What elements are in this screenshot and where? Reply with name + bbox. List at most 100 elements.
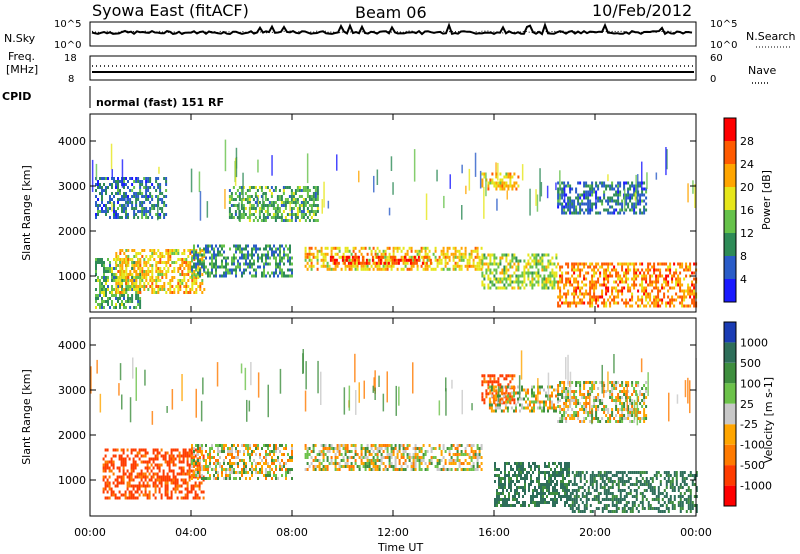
heat-cell	[281, 244, 283, 248]
heat-cell	[151, 249, 154, 252]
heat-cell	[338, 249, 341, 253]
heat-cell	[265, 253, 267, 257]
heat-cell	[249, 453, 251, 456]
heat-cell	[273, 459, 275, 462]
heat-cell	[101, 195, 103, 198]
heat-cell	[298, 186, 301, 189]
heat-cell	[99, 204, 101, 207]
heat-cell	[351, 255, 354, 259]
heat-cell	[261, 465, 263, 468]
heat-cell	[427, 255, 430, 259]
heat-cell	[219, 265, 221, 269]
heat-cell	[217, 462, 219, 465]
heat-cell	[408, 255, 411, 259]
heat-cell	[170, 460, 173, 464]
heat-cell	[366, 465, 369, 468]
heat-cell	[483, 374, 486, 378]
heat-cell	[522, 495, 524, 498]
heat-cell	[308, 264, 311, 268]
heat-cell	[494, 462, 496, 465]
heat-cell	[151, 288, 154, 291]
heat-cell	[499, 181, 502, 185]
heat-cell	[122, 478, 125, 482]
heat-cell	[364, 453, 367, 456]
heat-cell	[130, 472, 133, 476]
heat-cell	[489, 262, 492, 266]
heat-cell	[264, 192, 267, 195]
heat-cell	[247, 450, 249, 453]
heat-cell	[522, 462, 524, 465]
heat-cell	[149, 186, 152, 189]
heat-cell	[493, 274, 496, 278]
heat-cell	[679, 301, 682, 305]
heat-cell	[262, 213, 265, 216]
heat-cell	[615, 193, 618, 197]
heat-cell	[135, 285, 138, 288]
heat-cell	[134, 454, 137, 458]
heat-cell	[476, 447, 479, 450]
heat-cell	[528, 462, 530, 465]
heat-cell	[689, 304, 692, 308]
heat-cell	[205, 247, 207, 251]
heat-cell	[169, 279, 172, 282]
heat-cell	[239, 262, 241, 266]
heat-cell	[103, 306, 105, 309]
heat-cell	[249, 253, 251, 257]
heat-streak	[555, 182, 557, 191]
heat-cell	[637, 295, 640, 299]
heat-cell	[158, 475, 161, 479]
heat-cell	[354, 444, 357, 447]
heat-cell	[135, 201, 138, 204]
colorbar-tick-label: 24	[740, 158, 754, 171]
heat-cell	[539, 388, 541, 392]
heat-cell	[152, 448, 155, 452]
heat-cell	[444, 261, 447, 265]
heat-cell	[605, 187, 608, 191]
heat-cell	[117, 189, 119, 192]
heat-cell	[97, 294, 99, 297]
heat-cell	[354, 252, 357, 256]
heat-cell	[601, 262, 604, 266]
heat-cell	[225, 256, 227, 260]
heat-cell	[605, 271, 608, 275]
heat-cell	[613, 298, 616, 302]
heat-cell	[155, 252, 158, 255]
heat-cell	[567, 277, 570, 281]
heat-cell	[657, 286, 660, 290]
heat-cell	[591, 277, 594, 281]
heat-cell	[512, 504, 514, 507]
heat-cell	[239, 265, 241, 269]
heat-cell	[239, 459, 241, 462]
heat-cell	[103, 291, 105, 294]
heat-cell	[625, 262, 628, 266]
heat-cell	[131, 288, 134, 291]
heat-cell	[557, 205, 560, 209]
heat-cell	[237, 247, 239, 251]
heat-cell	[530, 480, 532, 483]
heat-cell	[318, 450, 321, 453]
heat-cell	[414, 249, 417, 253]
heat-cell	[172, 448, 175, 452]
heat-cell	[139, 291, 142, 294]
heat-cell	[416, 447, 419, 450]
heat-cell	[408, 444, 411, 447]
heat-cell	[247, 265, 249, 269]
heat-cell	[659, 268, 662, 272]
heat-cell	[308, 252, 311, 256]
heat-cell	[589, 211, 592, 215]
heat-cell	[283, 274, 285, 278]
heat-cell	[490, 409, 493, 413]
heat-cell	[579, 205, 582, 209]
heat-cell	[231, 271, 233, 275]
heat-cell	[193, 253, 195, 257]
heat-cell	[669, 286, 672, 290]
heat-cell	[446, 246, 449, 250]
heat-cell	[639, 202, 642, 206]
heat-cell	[173, 288, 176, 291]
heat-cell	[156, 466, 159, 470]
heat-cell	[507, 277, 510, 281]
heat-cell	[128, 481, 131, 485]
heat-cell	[123, 261, 126, 264]
heat-cell	[187, 273, 190, 276]
heat-cell	[501, 280, 504, 284]
